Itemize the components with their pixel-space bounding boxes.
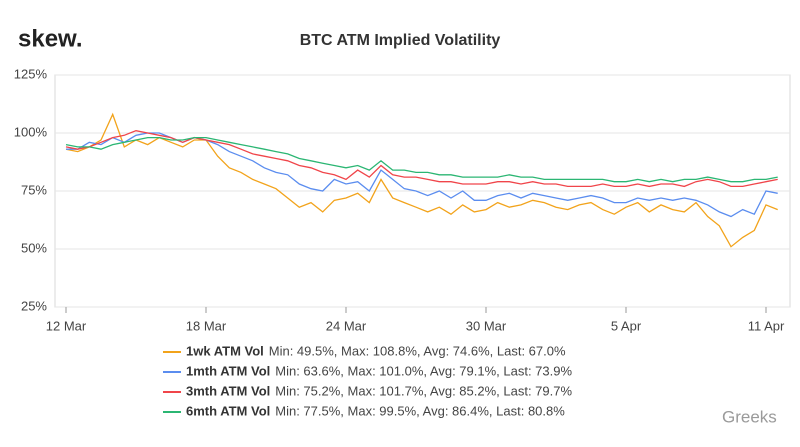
y-tick-label: 25% (21, 298, 47, 313)
legend-name: 1wk ATM Vol (186, 343, 264, 358)
legend-stats: Min: 75.2%, Max: 101.7%, Avg: 85.2%, Las… (275, 383, 572, 398)
x-tick-label: 18 Mar (186, 318, 227, 333)
y-tick-label: 75% (21, 182, 47, 197)
x-tick-label: 24 Mar (326, 318, 367, 333)
y-tick-label: 50% (21, 240, 47, 255)
series-line (65, 130, 778, 188)
legend-stats: Min: 77.5%, Max: 99.5%, Avg: 86.4%, Last… (275, 403, 565, 418)
legend-name: 1mth ATM Vol (186, 363, 270, 378)
x-tick-label: 11 Apr (748, 318, 785, 333)
brand-logo: skew. (18, 25, 83, 52)
x-tick-label: 12 Mar (46, 318, 87, 333)
x-tick-label: 5 Apr (611, 318, 642, 333)
y-tick-label: 100% (14, 124, 48, 139)
chart-title: BTC ATM Implied Volatility (300, 32, 501, 49)
legend-name: 3mth ATM Vol (186, 383, 270, 398)
legend-name: 6mth ATM Vol (186, 403, 270, 418)
series-line (65, 136, 778, 183)
watermark: Greeks (722, 407, 777, 426)
x-tick-label: 30 Mar (466, 318, 507, 333)
legend-stats: Min: 49.5%, Max: 108.8%, Avg: 74.6%, Las… (269, 343, 566, 358)
series-line (65, 112, 778, 248)
legend-stats: Min: 63.6%, Max: 101.0%, Avg: 79.1%, Las… (275, 363, 572, 378)
y-tick-label: 125% (14, 66, 48, 81)
series-line (66, 132, 778, 218)
